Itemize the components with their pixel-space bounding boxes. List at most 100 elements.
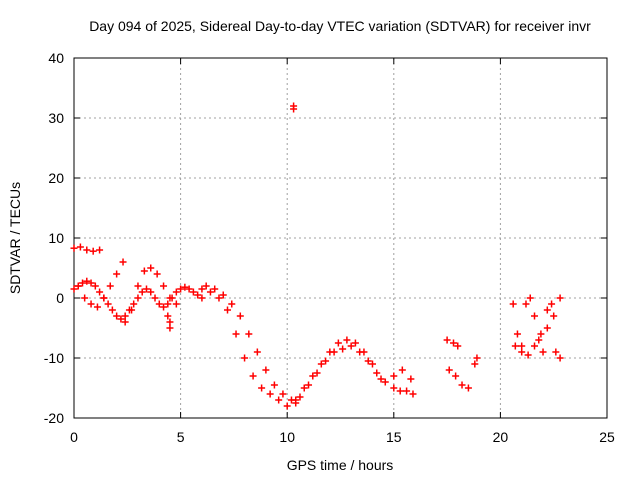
data-point (232, 330, 240, 338)
data-point (119, 258, 127, 266)
data-point (343, 336, 351, 344)
grid (74, 58, 607, 418)
data-point (121, 312, 129, 320)
data-point (407, 375, 415, 383)
data-point (79, 279, 87, 287)
data-point (403, 387, 411, 395)
data-point (147, 288, 155, 296)
data-point (330, 348, 338, 356)
data-point (339, 345, 347, 353)
data-point (89, 247, 97, 255)
data-point (194, 291, 202, 299)
y-tick-label: 40 (48, 50, 64, 66)
data-point (556, 354, 564, 362)
data-point (224, 306, 232, 314)
data-point (398, 366, 406, 374)
data-point (104, 300, 112, 308)
data-point (249, 372, 257, 380)
y-axis-label: SDTVAR / TECUs (7, 182, 23, 294)
data-point (96, 288, 104, 296)
axis-ticks: 0 5 10 15 20 25 -20 -10 0 10 20 30 40 (44, 50, 615, 445)
x-tick-label: 15 (386, 429, 402, 445)
data-point (535, 336, 543, 344)
data-point (147, 264, 155, 272)
data-point (166, 294, 174, 302)
data-point (513, 330, 521, 338)
data-point (373, 369, 381, 377)
data-point (266, 390, 274, 398)
data-point (283, 402, 291, 410)
data-point (113, 270, 121, 278)
data-point (138, 288, 146, 296)
data-point (236, 312, 244, 320)
data-point (262, 366, 270, 374)
data-point (473, 354, 481, 362)
data-point (181, 283, 189, 291)
data-point (134, 294, 142, 302)
data-point (449, 339, 457, 347)
y-tick-label: -20 (44, 410, 64, 426)
data-point (518, 348, 526, 356)
y-tick-label: 30 (48, 110, 64, 126)
y-tick-label: 0 (56, 290, 64, 306)
data-point (290, 102, 298, 110)
data-point (351, 339, 359, 347)
data-point (206, 288, 214, 296)
data-point (172, 288, 180, 296)
data-point (305, 381, 313, 389)
data-point (454, 342, 462, 350)
x-axis-label: GPS time / hours (287, 457, 394, 473)
data-point (409, 390, 417, 398)
data-point (445, 366, 453, 374)
data-point (317, 360, 325, 368)
x-tick-label: 20 (493, 429, 509, 445)
data-point (292, 396, 300, 404)
data-point (166, 324, 174, 332)
data-point (153, 270, 161, 278)
data-point (531, 342, 539, 350)
data-point (245, 330, 253, 338)
data-point (160, 303, 168, 311)
data-point (452, 372, 460, 380)
data-point (130, 300, 138, 308)
data-point (543, 306, 551, 314)
y-tick-label: -10 (44, 350, 64, 366)
data-point (215, 294, 223, 302)
data-point (543, 324, 551, 332)
data-point (70, 244, 78, 252)
data-point (518, 342, 526, 350)
data-point (381, 378, 389, 386)
data-point (76, 243, 84, 251)
chart-title: Day 094 of 2025, Sidereal Day-to-day VTE… (89, 18, 591, 34)
data-point (113, 312, 121, 320)
data-point (151, 294, 159, 302)
y-tick-label: 20 (48, 170, 64, 186)
data-point (550, 312, 558, 320)
x-tick-label: 0 (70, 429, 78, 445)
data-point (368, 360, 376, 368)
data-point (96, 246, 104, 254)
data-point (108, 306, 116, 314)
x-tick-label: 25 (599, 429, 615, 445)
data-point (552, 348, 560, 356)
data-point (134, 282, 142, 290)
data-point (164, 312, 172, 320)
data-point (202, 282, 210, 290)
data-point (300, 384, 308, 392)
data-point (511, 342, 519, 350)
data-point (322, 357, 330, 365)
data-point (140, 267, 148, 275)
data-point (87, 279, 95, 287)
data-point (172, 300, 180, 308)
data-point (121, 318, 129, 326)
data-point (279, 390, 287, 398)
data-point (185, 285, 193, 293)
data-point (334, 339, 342, 347)
data-point (198, 285, 206, 293)
data-point (155, 300, 163, 308)
data-point (177, 285, 185, 293)
data-point (166, 318, 174, 326)
data-point (364, 357, 372, 365)
data-point (100, 294, 108, 302)
